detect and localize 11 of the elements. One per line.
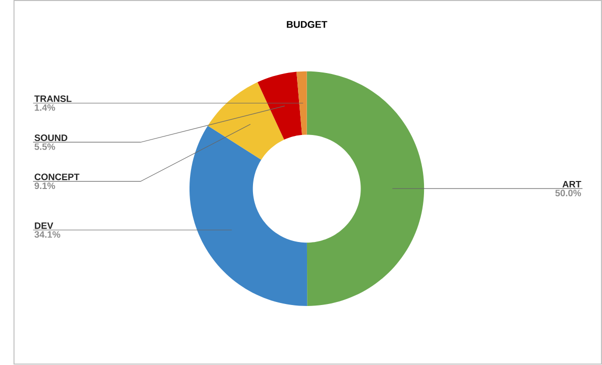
slice-label: TRANSL bbox=[34, 96, 72, 102]
data-label: 1.4% bbox=[34, 104, 56, 111]
slice-label: ART bbox=[562, 181, 582, 188]
data-label: 50.0% bbox=[555, 190, 582, 196]
slice-label: CONCEPT bbox=[34, 174, 80, 180]
chart-title: BUDGET bbox=[286, 21, 328, 28]
slice-label: DEV bbox=[34, 222, 54, 230]
data-label: 34.1% bbox=[34, 231, 60, 238]
slice-label: SOUND bbox=[34, 134, 68, 142]
data-label: 5.5% bbox=[34, 144, 56, 150]
data-label: 9.1% bbox=[34, 182, 56, 190]
